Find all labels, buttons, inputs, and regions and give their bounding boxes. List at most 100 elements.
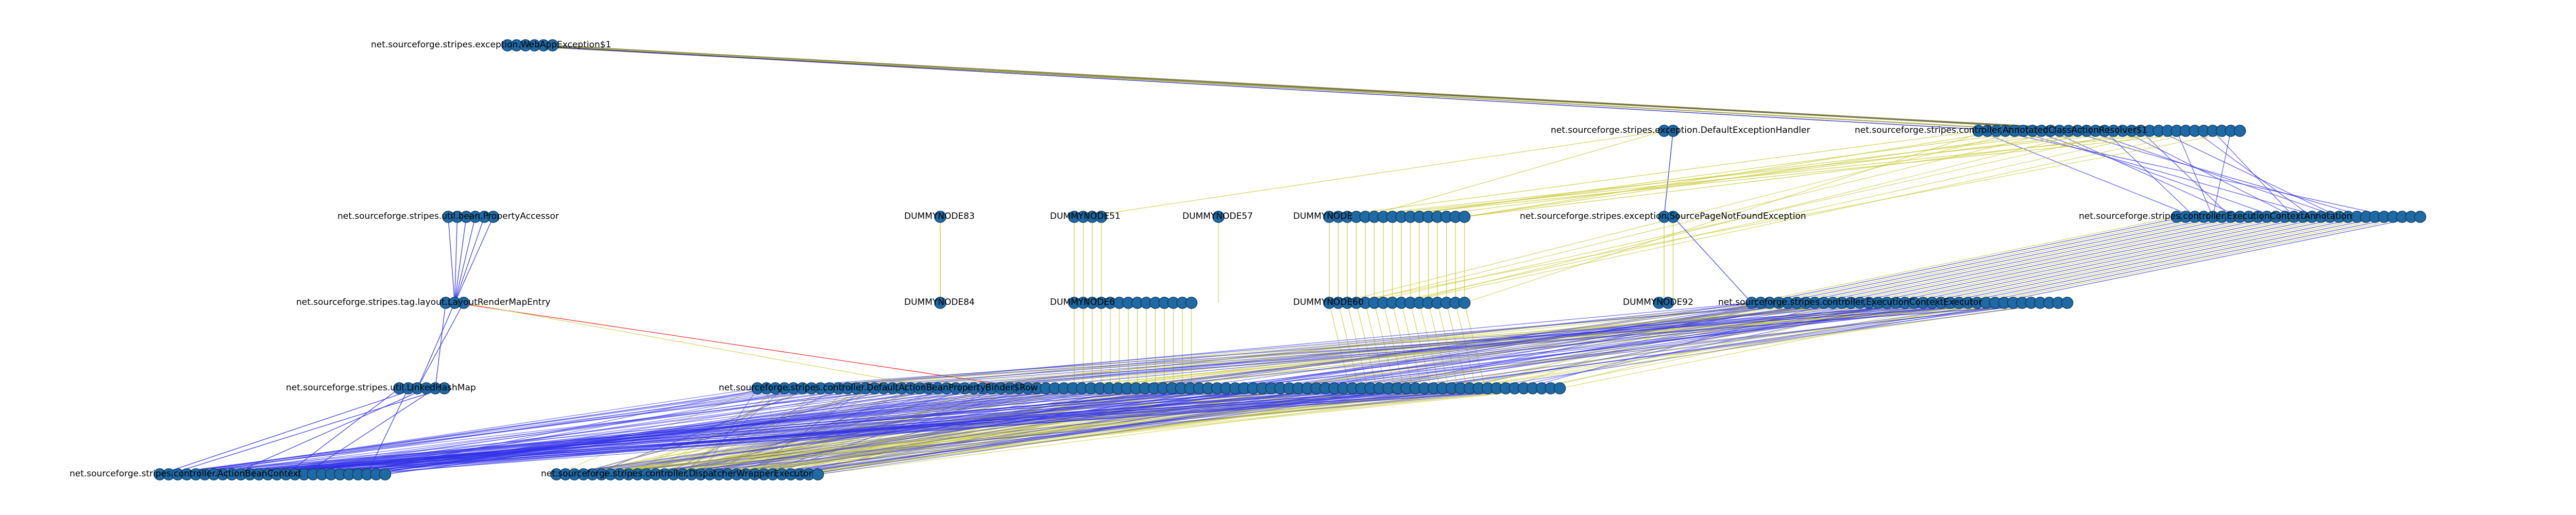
graph-edge	[205, 388, 1281, 475]
graph-edge	[2068, 130, 2366, 217]
graph-edge	[1877, 216, 2303, 303]
graph-edge	[892, 302, 2067, 389]
graph-node	[934, 211, 946, 223]
graph-node	[379, 468, 392, 480]
graph-edge	[159, 388, 1199, 475]
graph-node	[1458, 297, 1471, 309]
graph-edge	[1365, 130, 1665, 217]
graph-edge	[454, 302, 1028, 389]
graph-edge	[1977, 216, 2402, 303]
graph-edge	[1560, 302, 1987, 389]
graph-edge	[1532, 302, 1959, 389]
graph-edge	[1338, 130, 2024, 303]
graph-node	[1553, 382, 1566, 394]
graph-edge	[2122, 130, 2294, 217]
graph-edge	[1464, 130, 2168, 217]
node-label: DUMMYNODE83	[904, 211, 975, 221]
graph-edge	[223, 388, 1335, 475]
graph-edge	[168, 388, 445, 475]
graph-edge	[1760, 216, 2186, 303]
graph-edge	[1815, 216, 2240, 303]
graph-node	[1667, 211, 1680, 223]
graph-edge	[574, 388, 893, 475]
graph-edge	[709, 388, 1542, 475]
graph-edge	[1271, 302, 1914, 389]
graph-edge	[417, 302, 464, 389]
node-label: net.sourceforge.stripes.tag.layout.Layou…	[296, 297, 550, 307]
graph-edge	[177, 388, 1470, 475]
graph-edge	[574, 388, 884, 475]
graph-edge	[1464, 130, 2060, 217]
graph-edge	[195, 388, 1118, 475]
graph-edge	[1365, 130, 2132, 303]
graph-edge	[1959, 216, 2384, 303]
graph-node	[1095, 211, 1108, 223]
node-label: net.sourceforge.stripes.util.bean.Proper…	[337, 211, 559, 221]
graph-edge	[1045, 302, 1933, 389]
graph-edge	[1374, 130, 2222, 217]
graph-node	[1667, 125, 1680, 137]
graph-edge	[231, 388, 427, 475]
graph-edge	[565, 388, 1515, 475]
node-label: net.sourceforge.stripes.util.LinkedHashM…	[286, 383, 476, 393]
node-label: net.sourceforge.stripes.controller.Defau…	[719, 383, 1038, 393]
graph-edge	[454, 216, 485, 303]
graph-edge	[2032, 130, 2276, 217]
graph-edge	[1751, 216, 2177, 303]
node-label: DUMMYNODE6	[1050, 297, 1115, 307]
labels-layer: net.sourceforge.stripes.exception.WebApp…	[70, 40, 2352, 479]
graph-node	[811, 468, 824, 480]
graph-edge	[1941, 216, 2366, 303]
graph-edge	[1968, 216, 2394, 303]
graph-edge	[454, 216, 494, 303]
graph-edge	[543, 45, 2051, 131]
graph-edge	[1823, 216, 2249, 303]
graph-edge	[2086, 130, 2340, 217]
node-label: net.sourceforge.stripes.controller.Execu…	[1718, 297, 1982, 307]
graph-edge	[1083, 130, 1665, 217]
graph-edge	[1923, 216, 2348, 303]
node-label: DUMMYNODE92	[1623, 297, 1693, 307]
graph-edge	[1895, 216, 2321, 303]
graph-edge	[231, 388, 1533, 475]
graph-edge	[1778, 216, 2204, 303]
graph-edge	[285, 388, 400, 475]
graph-edge	[1833, 216, 2258, 303]
graph-edge	[1419, 130, 2114, 217]
graph-edge	[1887, 216, 2312, 303]
graph-edge	[2104, 130, 2195, 217]
graph-edge	[820, 302, 1752, 389]
graph-node	[438, 382, 451, 394]
graph-edge	[159, 388, 848, 475]
graph-edge	[417, 302, 455, 389]
graph-edge	[159, 388, 911, 475]
graph-edge	[1392, 130, 2168, 303]
graph-edge	[1329, 130, 1979, 217]
nodes-layer	[154, 39, 2427, 480]
graph-edge	[195, 388, 1524, 475]
graph-edge	[1464, 130, 1988, 303]
graph-edge	[2158, 130, 2340, 217]
graph-edge	[1329, 302, 1350, 389]
graph-edge	[2212, 130, 2295, 217]
node-label: net.sourceforge.stripes.controller.Dispa…	[541, 469, 812, 479]
graph-edge	[1787, 216, 2213, 303]
graph-edge	[159, 388, 1253, 475]
graph-edge	[454, 216, 467, 303]
graph-edge	[1995, 216, 2420, 303]
node-label: DUMMYNODE60	[1293, 297, 1364, 307]
node-label: DUMMYNODE51	[1050, 211, 1121, 221]
graph-edge	[1397, 302, 2013, 389]
graph-edge	[454, 216, 476, 303]
graph-edge	[775, 302, 2031, 389]
graph-edge	[366, 388, 409, 475]
graph-node	[1458, 211, 1471, 223]
graph-edge	[1383, 130, 2087, 217]
graph-node	[487, 211, 500, 223]
graph-edge	[159, 388, 418, 475]
graph-edge	[303, 388, 436, 475]
graph-edge	[1797, 216, 2222, 303]
graph-node	[2414, 211, 2427, 223]
node-label: DUMMYNODE	[1293, 211, 1352, 221]
edges-layer	[159, 45, 2420, 475]
